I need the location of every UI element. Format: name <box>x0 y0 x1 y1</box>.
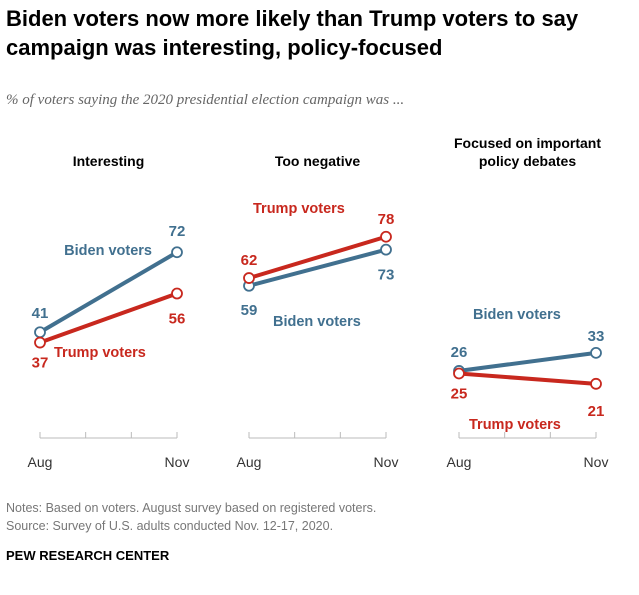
plot-area: Interesting Aug Nov 41 72 Biden voters 37 56 Tru… <box>28 135 609 470</box>
notes: Notes: Based on voters. August survey ba… <box>6 501 377 515</box>
x-tick-label: Nov <box>584 454 609 470</box>
data-point <box>171 246 183 259</box>
data-label: 26 <box>451 344 468 361</box>
series-line <box>39 291 178 345</box>
x-tick-label: Aug <box>28 454 53 470</box>
series-label: Biden voters <box>473 307 561 323</box>
data-label: 56 <box>169 311 186 328</box>
data-point <box>380 243 392 256</box>
series-line <box>458 350 597 373</box>
series-label: Trump voters <box>469 417 561 433</box>
series-label: Biden voters <box>273 314 361 330</box>
data-label: 33 <box>588 328 605 345</box>
data-point <box>590 377 602 390</box>
data-label: 21 <box>588 403 605 420</box>
data-point <box>171 287 183 300</box>
series-line <box>248 247 387 288</box>
data-label: 72 <box>169 223 186 240</box>
series-line <box>458 371 597 386</box>
panel-title: Focused on important <box>454 135 601 151</box>
series-label: Trump voters <box>253 201 345 217</box>
data-label: 41 <box>32 305 49 322</box>
series-line <box>248 234 387 280</box>
data-point <box>34 336 46 349</box>
x-tick-label: Aug <box>237 454 262 470</box>
series-line <box>38 250 179 334</box>
data-point <box>380 230 392 243</box>
data-label: 73 <box>378 267 395 284</box>
data-point <box>590 346 602 359</box>
chart-subtitle: % of voters saying the 2020 presidential… <box>6 92 405 108</box>
data-label: 59 <box>241 302 258 319</box>
data-label: 25 <box>451 386 468 403</box>
panel-title: policy debates <box>479 153 576 169</box>
data-point <box>243 272 255 284</box>
data-label: 78 <box>378 211 395 228</box>
data-point <box>34 326 46 339</box>
data-label: 37 <box>32 355 49 372</box>
brand: PEW RESEARCH CENTER <box>6 548 170 563</box>
x-tick-label: Nov <box>165 454 190 470</box>
source: Source: Survey of U.S. adults conducted … <box>6 519 334 533</box>
x-tick-label: Aug <box>447 454 472 470</box>
panel-title: Too negative <box>275 153 361 169</box>
series-label: Biden voters <box>64 243 152 259</box>
series-label: Trump voters <box>54 345 146 361</box>
x-tick-label: Nov <box>374 454 399 470</box>
chart-title: Biden voters now more likely than Trump … <box>6 6 579 60</box>
data-point <box>453 367 465 380</box>
panel-title: Interesting <box>73 153 145 169</box>
data-label: 62 <box>241 252 258 269</box>
